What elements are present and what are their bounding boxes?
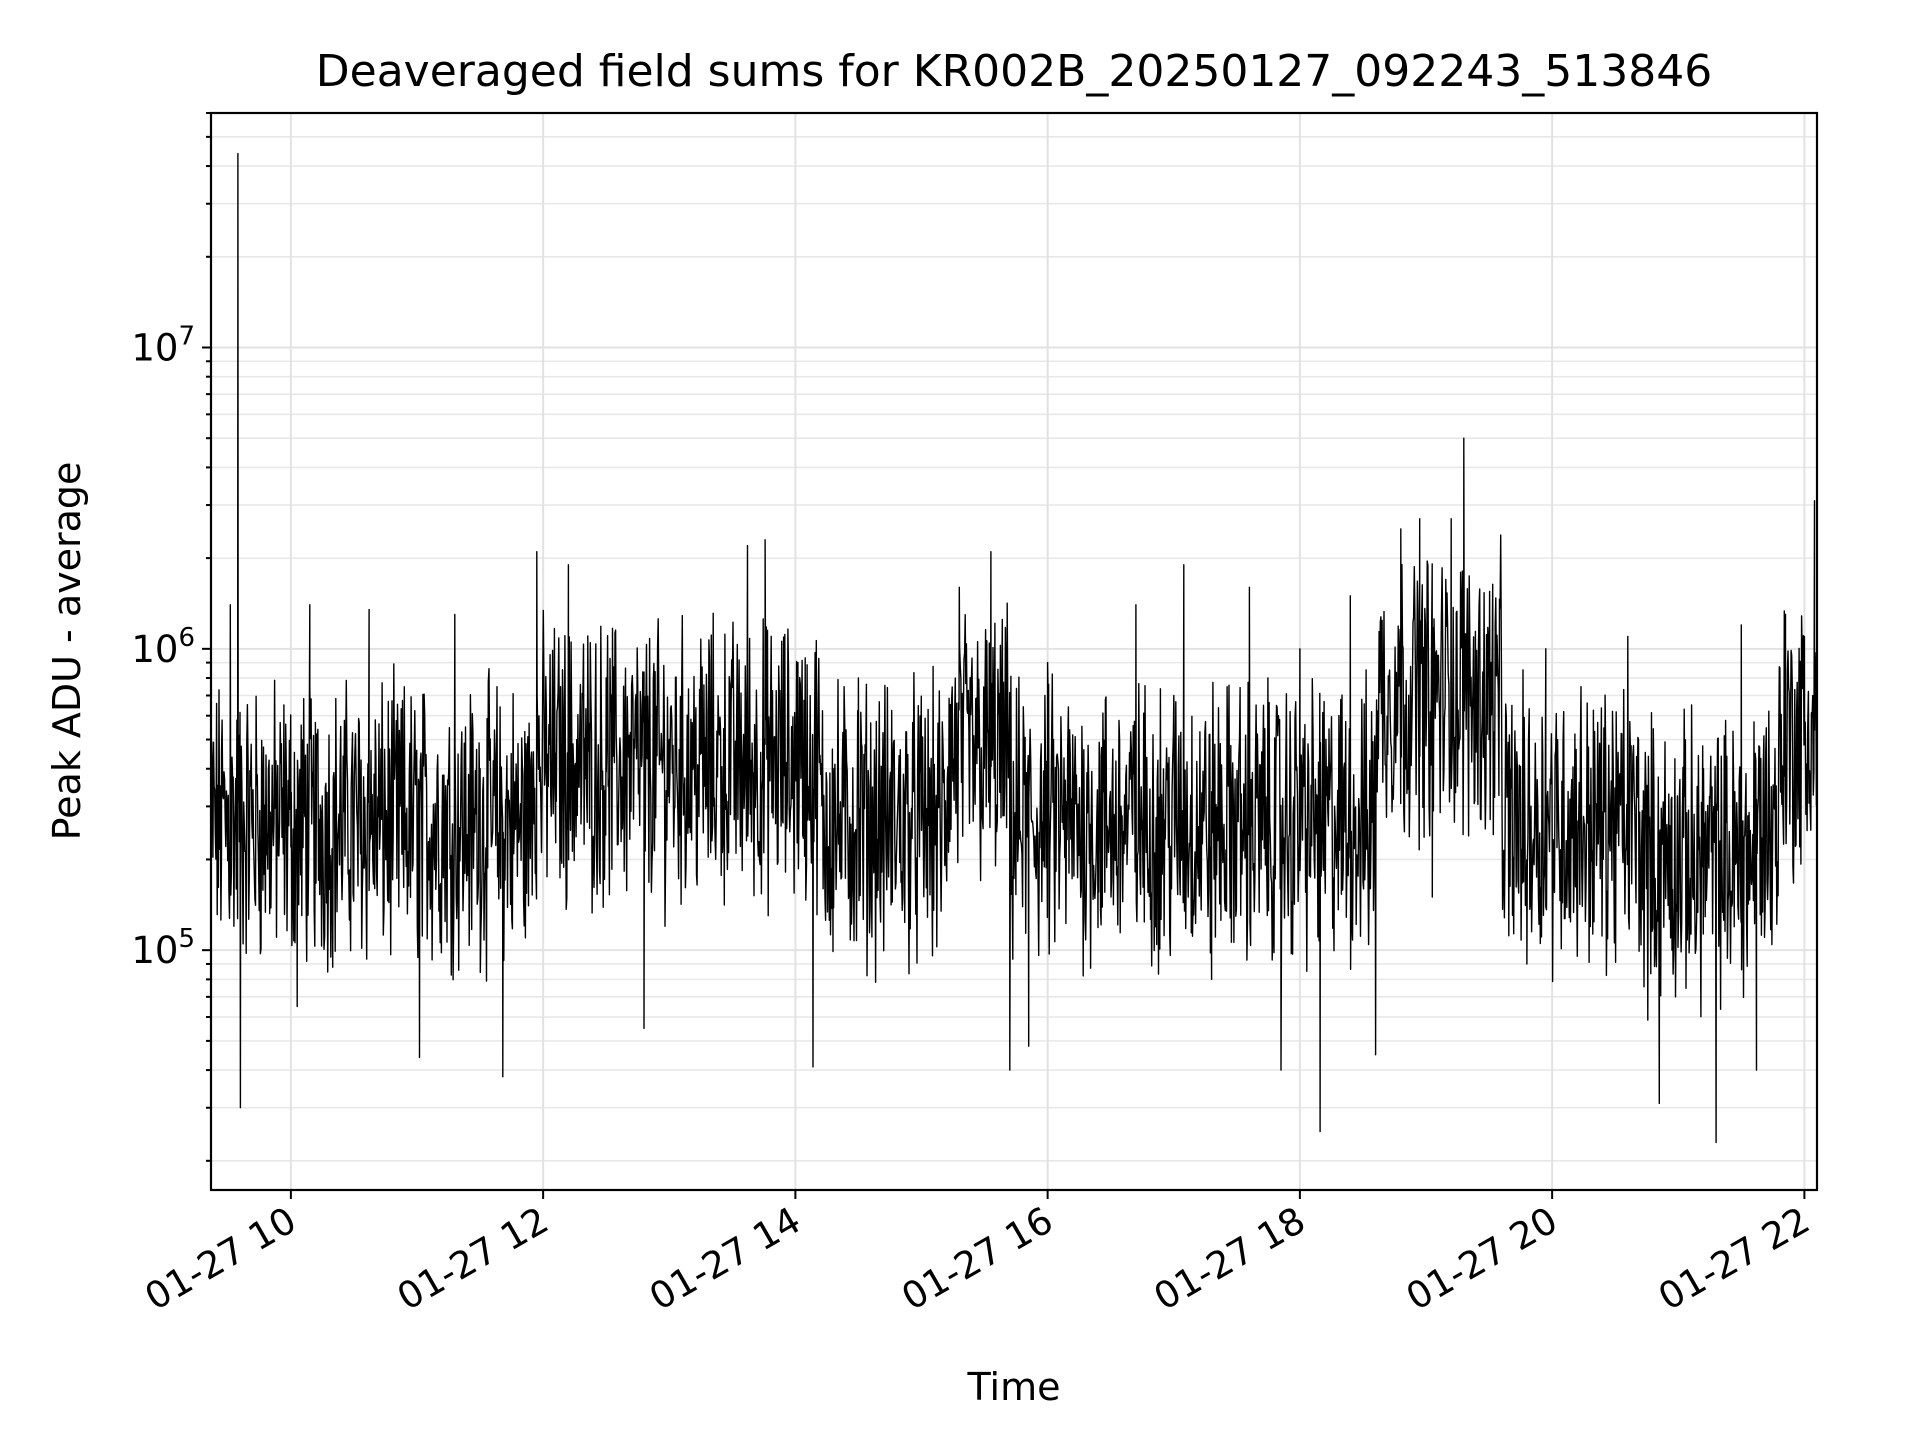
y-tick-label: 107 (131, 321, 195, 369)
plot-frame (209, 111, 1819, 1192)
y-tick-label: 105 (131, 924, 195, 972)
y-axis-label: Peak ADU - average (45, 462, 89, 841)
series-line (210, 152, 1818, 1144)
x-axis-label: Time (967, 1365, 1061, 1409)
chart-title: Deaveraged field sums for KR002B_2025012… (316, 46, 1712, 97)
y-tick-label: 106 (131, 623, 195, 671)
